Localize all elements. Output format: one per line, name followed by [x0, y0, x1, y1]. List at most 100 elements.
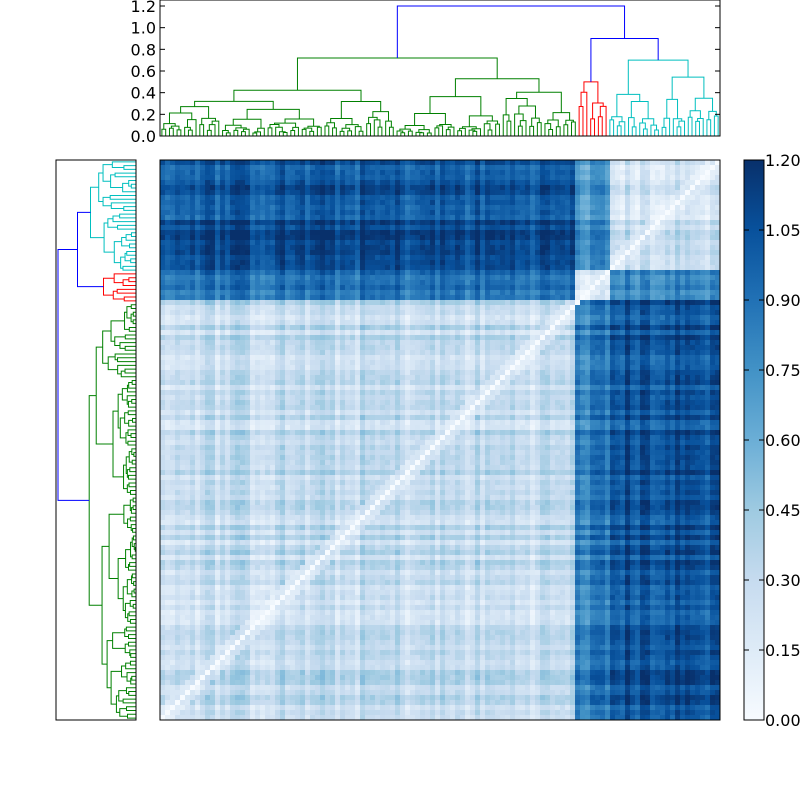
- heatmap-cell: [610, 250, 616, 256]
- heatmap-cell: [630, 205, 636, 211]
- heatmap-cell: [275, 300, 281, 306]
- heatmap-cell: [380, 195, 386, 201]
- heatmap-cell: [705, 180, 711, 186]
- heatmap-cell: [425, 235, 431, 241]
- heatmap-cell: [210, 185, 216, 191]
- heatmap-cell: [275, 255, 281, 261]
- heatmap-cell: [585, 345, 591, 351]
- heatmap-cell: [595, 185, 601, 191]
- heatmap-cell: [690, 245, 696, 251]
- heatmap-cell: [180, 350, 186, 356]
- heatmap-cell: [485, 365, 491, 371]
- heatmap-cell: [195, 285, 201, 291]
- heatmap-cell: [275, 190, 281, 196]
- heatmap-cell: [465, 320, 471, 326]
- heatmap-cell: [400, 350, 406, 356]
- top-ytick-label: 1.2: [131, 0, 156, 16]
- heatmap-cell: [355, 200, 361, 206]
- heatmap-cell: [325, 185, 331, 191]
- heatmap-cell: [185, 245, 191, 251]
- heatmap-cell: [595, 220, 601, 226]
- heatmap-cell: [535, 310, 541, 316]
- heatmap-cell: [250, 260, 256, 266]
- heatmap-cell: [660, 230, 666, 236]
- heatmap-cell: [640, 285, 646, 291]
- heatmap-cell: [540, 180, 546, 186]
- heatmap-cell: [290, 265, 296, 271]
- heatmap-cell: [190, 255, 196, 261]
- heatmap-cell: [255, 195, 261, 201]
- heatmap-cell: [240, 345, 246, 351]
- heatmap-cell: [685, 235, 691, 241]
- heatmap-cell: [625, 285, 631, 291]
- heatmap-cell: [510, 355, 516, 361]
- heatmap-cell: [705, 290, 711, 296]
- heatmap-cell: [500, 185, 506, 191]
- heatmap-cell: [495, 350, 501, 356]
- heatmap-cell: [485, 260, 491, 266]
- heatmap-cell: [370, 200, 376, 206]
- heatmap-cell: [625, 330, 631, 336]
- heatmap-cell: [195, 250, 201, 256]
- heatmap-cell: [320, 290, 326, 296]
- heatmap-cell: [670, 295, 676, 301]
- heatmap-cell: [190, 260, 196, 266]
- heatmap-cell: [705, 315, 711, 321]
- heatmap-cell: [705, 285, 711, 291]
- heatmap-cell: [240, 230, 246, 236]
- heatmap-cell: [600, 240, 606, 246]
- heatmap-cell: [325, 365, 331, 371]
- heatmap-cell: [270, 280, 276, 286]
- heatmap-cell: [515, 160, 521, 166]
- heatmap-cell: [185, 190, 191, 196]
- heatmap-cell: [395, 335, 401, 341]
- heatmap-cell: [305, 270, 311, 276]
- heatmap-cell: [495, 255, 501, 261]
- heatmap-cell: [275, 235, 281, 241]
- heatmap-cell: [480, 260, 486, 266]
- heatmap-cell: [495, 280, 501, 286]
- heatmap-cell: [375, 335, 381, 341]
- heatmap-cell: [650, 160, 656, 166]
- heatmap-cell: [250, 270, 256, 276]
- heatmap-cell: [395, 220, 401, 226]
- heatmap-cell: [475, 235, 481, 241]
- heatmap-cell: [425, 285, 431, 291]
- heatmap-cell: [390, 320, 396, 326]
- heatmap-cell: [530, 305, 536, 311]
- heatmap-cell: [650, 285, 656, 291]
- heatmap-cell: [170, 185, 176, 191]
- heatmap-cell: [485, 185, 491, 191]
- heatmap-cell: [670, 345, 676, 351]
- heatmap-cell: [390, 335, 396, 341]
- heatmap-cell: [650, 235, 656, 241]
- heatmap-cell: [355, 270, 361, 276]
- heatmap-cell: [325, 255, 331, 261]
- heatmap-cell: [445, 220, 451, 226]
- heatmap-cell: [505, 290, 511, 296]
- heatmap-cell: [685, 170, 691, 176]
- heatmap-cell: [530, 245, 536, 251]
- heatmap-cell: [405, 315, 411, 321]
- heatmap-cell: [525, 235, 531, 241]
- heatmap-cell: [520, 240, 526, 246]
- heatmap-cell: [215, 245, 221, 251]
- heatmap-cell: [340, 220, 346, 226]
- heatmap-cell: [230, 175, 236, 181]
- heatmap-cell: [510, 290, 516, 296]
- heatmap-cell: [410, 365, 416, 371]
- heatmap-cell: [180, 320, 186, 326]
- heatmap-cell: [265, 165, 271, 171]
- heatmap-cell: [680, 205, 686, 211]
- heatmap-cell: [555, 320, 561, 326]
- heatmap-cell: [330, 245, 336, 251]
- heatmap-cell: [335, 335, 341, 341]
- heatmap-cell: [375, 260, 381, 266]
- heatmap-cell: [475, 210, 481, 216]
- heatmap-cell: [395, 325, 401, 331]
- heatmap-cell: [240, 190, 246, 196]
- heatmap-cell: [250, 255, 256, 261]
- heatmap-cell: [600, 290, 606, 296]
- heatmap-cell: [310, 295, 316, 301]
- heatmap-cell: [565, 270, 571, 276]
